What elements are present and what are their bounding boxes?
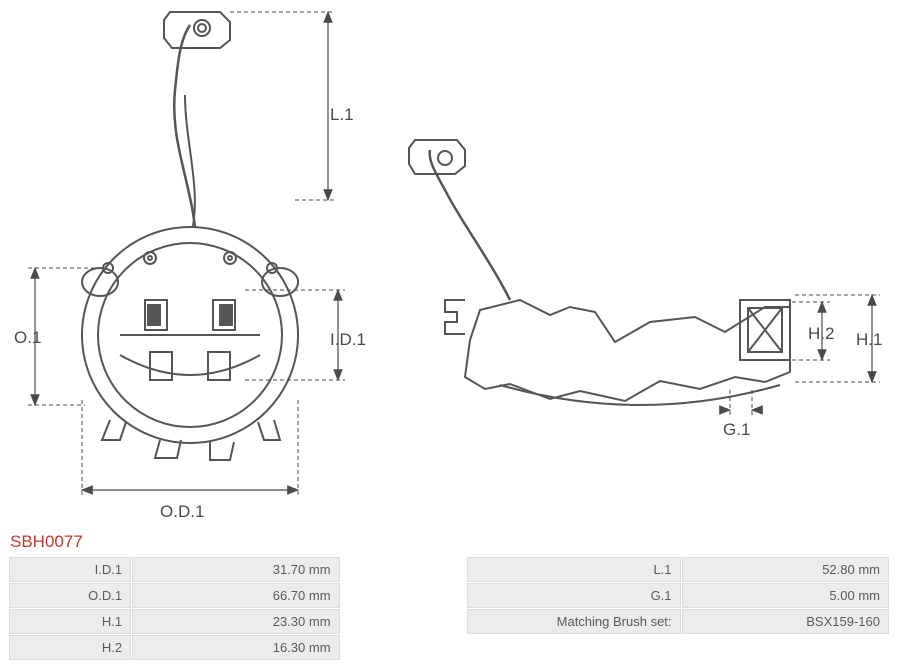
dim-label-o1: O.1 — [14, 328, 41, 348]
spacer — [341, 557, 467, 582]
spec-val — [682, 635, 889, 660]
spec-key: H.1 — [9, 609, 131, 634]
spacer — [341, 635, 467, 660]
spacer — [341, 583, 467, 608]
technical-diagram: L.1 O.1 I.D.1 O.D.1 H.1 H.2 G.1 — [0, 0, 897, 530]
spec-val: 52.80 mm — [682, 557, 889, 582]
table-row: O.D.1 66.70 mm G.1 5.00 mm — [9, 583, 889, 608]
dim-label-h2: H.2 — [808, 324, 834, 344]
part-number: SBH0077 — [10, 532, 83, 552]
spec-val: 5.00 mm — [682, 583, 889, 608]
dim-label-id1: I.D.1 — [330, 330, 366, 350]
dim-label-g1: G.1 — [723, 420, 750, 440]
spec-key: G.1 — [467, 583, 680, 608]
spec-val: BSX159-160 — [682, 609, 889, 634]
dim-label-h1: H.1 — [856, 330, 882, 350]
spec-val: 31.70 mm — [132, 557, 339, 582]
table-row: H.2 16.30 mm — [9, 635, 889, 660]
diagram-svg — [0, 0, 897, 530]
spec-key: Matching Brush set: — [467, 609, 680, 634]
dim-label-od1: O.D.1 — [160, 502, 204, 522]
spec-key: O.D.1 — [9, 583, 131, 608]
spec-key — [467, 635, 680, 660]
table-row: H.1 23.30 mm Matching Brush set: BSX159-… — [9, 609, 889, 634]
spec-key: H.2 — [9, 635, 131, 660]
spec-table: I.D.1 31.70 mm L.1 52.80 mm O.D.1 66.70 … — [8, 556, 890, 661]
spec-key: I.D.1 — [9, 557, 131, 582]
spec-val: 66.70 mm — [132, 583, 339, 608]
spec-key: L.1 — [467, 557, 680, 582]
dim-label-l1: L.1 — [330, 105, 354, 125]
spec-val: 16.30 mm — [132, 635, 339, 660]
spacer — [341, 609, 467, 634]
spec-val: 23.30 mm — [132, 609, 339, 634]
table-row: I.D.1 31.70 mm L.1 52.80 mm — [9, 557, 889, 582]
